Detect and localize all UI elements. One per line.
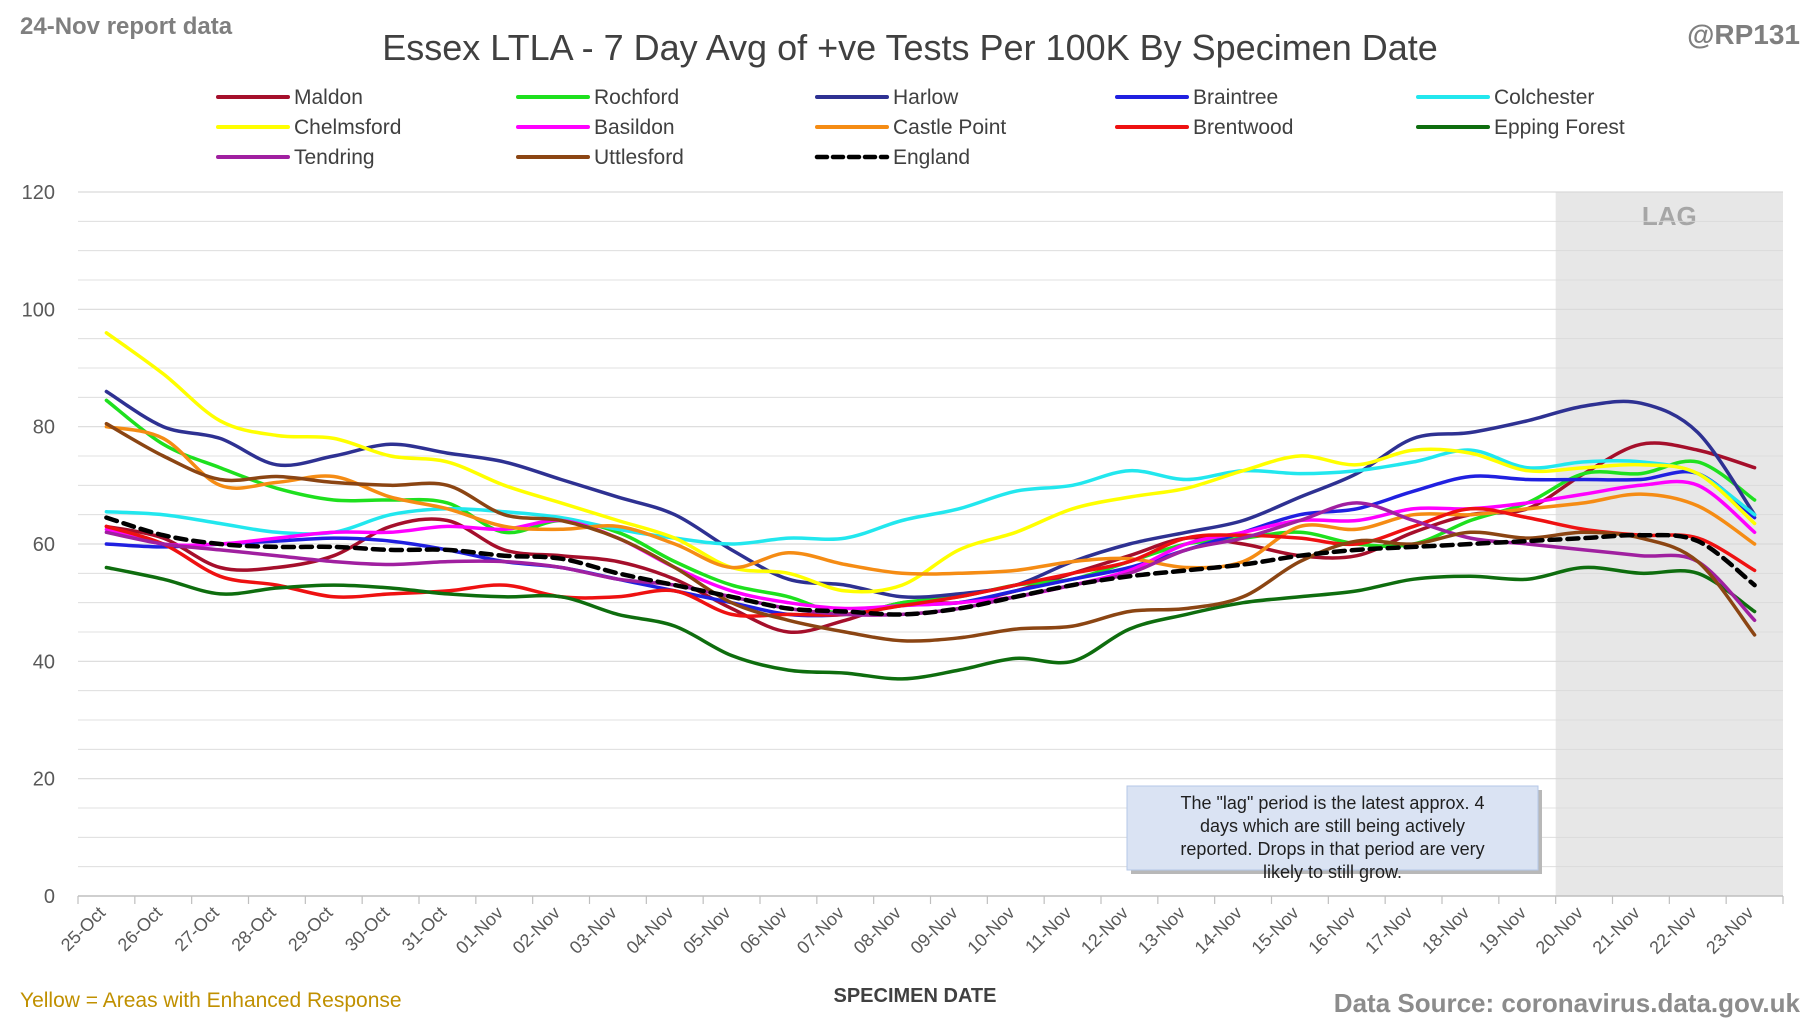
data-source-label: Data Source: coronavirus.data.gov.uk bbox=[1334, 988, 1801, 1018]
legend-label: Basildon bbox=[594, 116, 675, 139]
legend-item-rochford: Rochford bbox=[516, 86, 679, 109]
y-tick-label: 0 bbox=[44, 886, 55, 908]
note-text: The "lag" period is the latest approx. 4… bbox=[1180, 793, 1484, 882]
legend-label: Castle Point bbox=[893, 116, 1006, 139]
legend-item-uttlesford: Uttlesford bbox=[516, 146, 684, 169]
legend-label: Colchester bbox=[1494, 86, 1594, 109]
legend-label: Braintree bbox=[1193, 86, 1278, 109]
legend-item-chelmsford: Chelmsford bbox=[216, 116, 401, 139]
legend-item-epping-forest: Epping Forest bbox=[1416, 116, 1625, 139]
legend-item-castle-point: Castle Point bbox=[815, 116, 1006, 139]
y-tick-label: 120 bbox=[22, 182, 55, 204]
legend-label: Harlow bbox=[893, 86, 959, 109]
gridlines bbox=[78, 191, 1783, 868]
chart-title: Essex LTLA - 7 Day Avg of +ve Tests Per … bbox=[382, 27, 1438, 68]
enhanced-response-note: Yellow = Areas with Enhanced Response bbox=[20, 989, 402, 1012]
series-lines bbox=[104, 331, 1757, 681]
legend-item-maldon: Maldon bbox=[216, 86, 363, 109]
note-box bbox=[1126, 785, 1539, 871]
y-tick-label: 60 bbox=[33, 534, 55, 556]
legend-label: Brentwood bbox=[1193, 116, 1293, 139]
legend-item-brentwood: Brentwood bbox=[1115, 116, 1293, 139]
legend-item-basildon: Basildon bbox=[516, 116, 675, 139]
series-line-england bbox=[104, 515, 1757, 617]
legend-label: Epping Forest bbox=[1494, 116, 1625, 139]
series-line-colchester bbox=[104, 448, 1757, 546]
series-line-brentwood bbox=[104, 506, 1757, 618]
legend-item-colchester: Colchester bbox=[1416, 86, 1594, 109]
legend-item-tendring: Tendring bbox=[216, 146, 375, 169]
legend-label: England bbox=[893, 146, 970, 169]
y-tick-label: 80 bbox=[33, 417, 55, 439]
x-axis-title: SPECIMEN DATE bbox=[834, 985, 997, 1007]
legend-item-braintree: Braintree bbox=[1115, 86, 1278, 109]
series-line-castle-point bbox=[104, 424, 1757, 576]
series-line-uttlesford bbox=[104, 421, 1757, 643]
legend-item-harlow: Harlow bbox=[815, 86, 959, 109]
series-line-harlow bbox=[104, 389, 1757, 599]
legend-label: Chelmsford bbox=[294, 116, 401, 139]
legend-label: Rochford bbox=[594, 86, 679, 109]
legend-label: Tendring bbox=[294, 146, 375, 169]
report-date-label: 24-Nov report data bbox=[20, 13, 233, 40]
y-tick-label: 100 bbox=[22, 299, 55, 321]
author-handle: @RP131 bbox=[1687, 19, 1800, 50]
series-line-epping-forest bbox=[104, 565, 1757, 681]
lag-label: LAG bbox=[1642, 201, 1697, 231]
series-line-rochford bbox=[104, 398, 1757, 617]
legend-label: Uttlesford bbox=[594, 146, 684, 169]
legend: Maldon Rochford Harlow Braintree Colchester C… bbox=[216, 86, 1625, 169]
lag-annotation: The "lag" period is the latest approx. 4… bbox=[1126, 785, 1542, 882]
y-tick-label: 20 bbox=[33, 769, 55, 791]
legend-item-england: England bbox=[814, 146, 970, 169]
legend-label: Maldon bbox=[294, 86, 363, 109]
y-tick-label: 40 bbox=[33, 651, 55, 673]
